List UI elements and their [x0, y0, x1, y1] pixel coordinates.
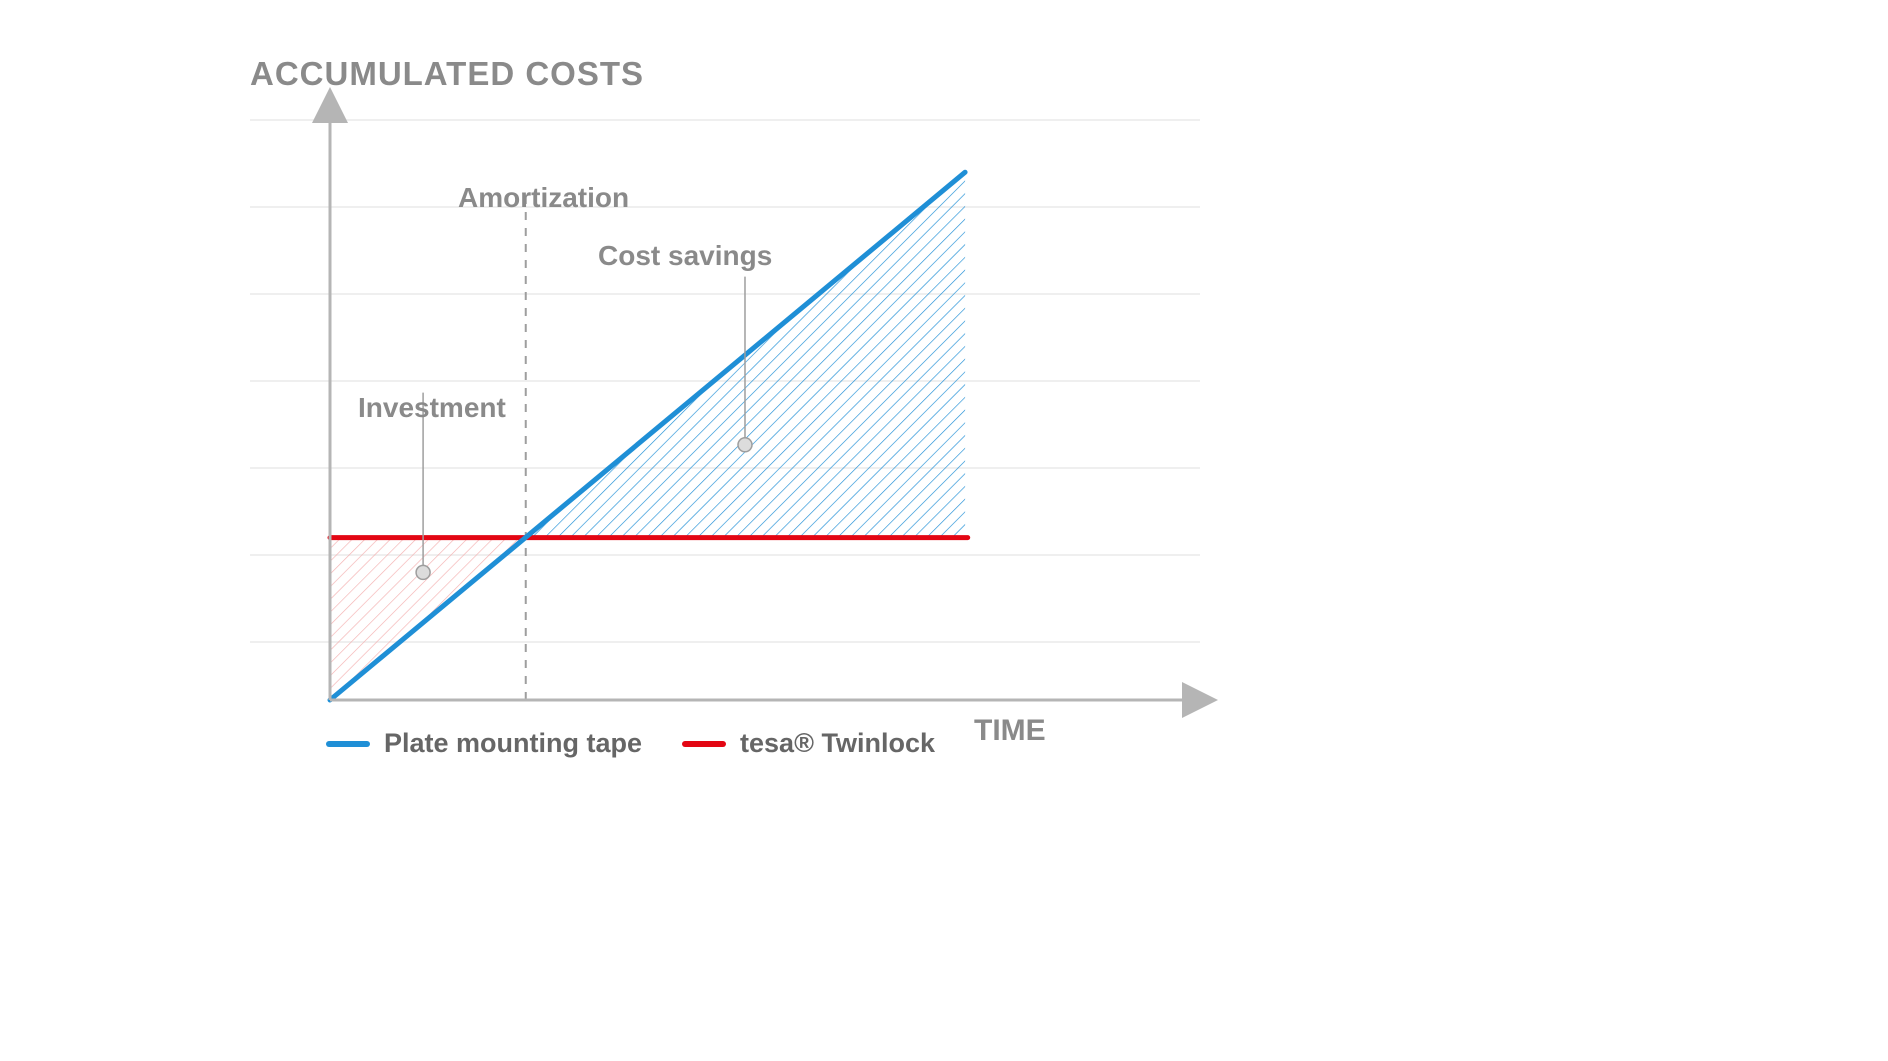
legend-swatch-red: [682, 741, 726, 747]
annot-cost-savings: Cost savings: [598, 240, 772, 272]
chart-container: ACCUMULATED COSTS Amortization Investmen…: [0, 0, 1888, 1061]
chart-svg: [0, 0, 1888, 1061]
legend-item-blue: Plate mounting tape: [326, 728, 642, 759]
legend-swatch-blue: [326, 741, 370, 747]
annot-investment: Investment: [358, 392, 506, 424]
chart-title: ACCUMULATED COSTS: [250, 55, 644, 93]
legend-label-blue: Plate mounting tape: [384, 728, 642, 759]
legend-item-red: tesa® Twinlock: [682, 728, 935, 759]
legend: Plate mounting tape tesa® Twinlock: [326, 728, 935, 759]
legend-label-red: tesa® Twinlock: [740, 728, 935, 759]
x-axis-label: TIME: [974, 714, 1046, 748]
annot-amortization: Amortization: [458, 182, 629, 214]
